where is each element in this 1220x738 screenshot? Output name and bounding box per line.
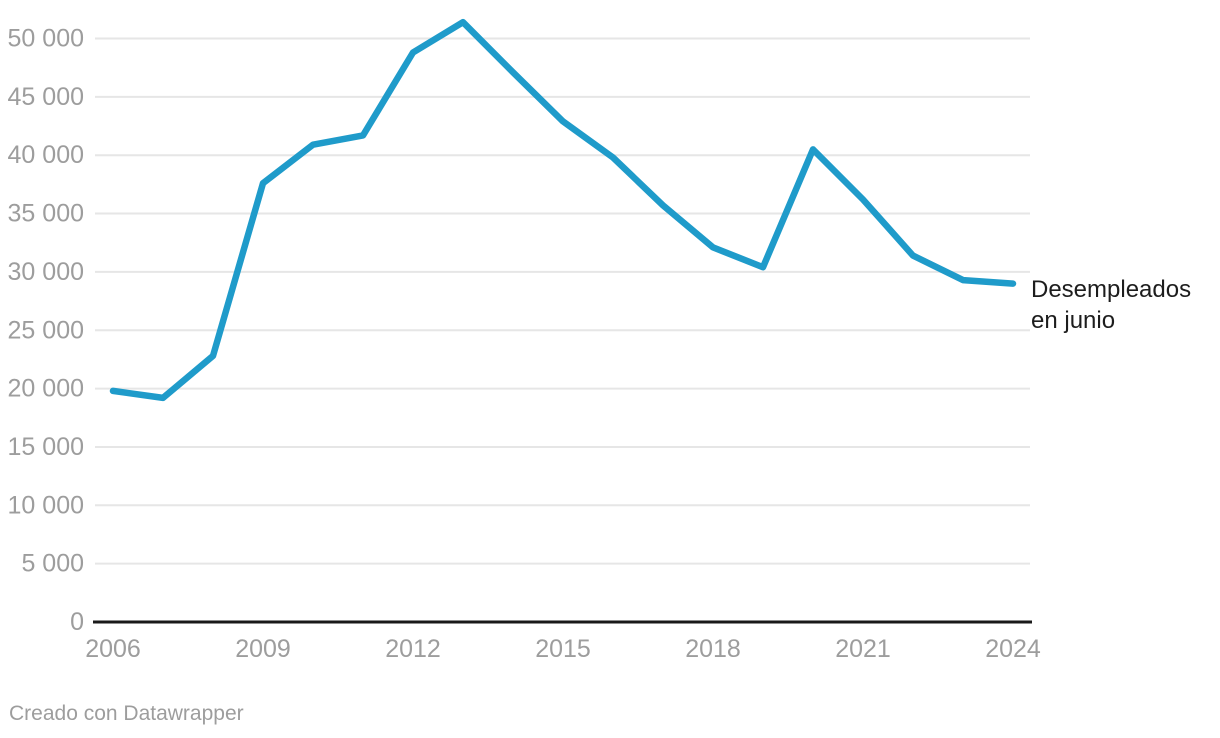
x-tick-label: 2012 [385,635,441,663]
y-tick-label: 15 000 [8,433,84,461]
y-tick-label: 40 000 [8,141,84,169]
x-tick-label: 2006 [85,635,141,663]
x-tick-label: 2018 [685,635,741,663]
y-tick-label: 35 000 [8,200,84,228]
y-tick-label: 45 000 [8,83,84,111]
y-tick-label: 0 [70,608,84,636]
y-tick-label: 30 000 [8,258,84,286]
x-tick-label: 2021 [835,635,891,663]
y-tick-label: 25 000 [8,316,84,344]
x-tick-label: 2024 [985,635,1041,663]
series-label-line2: en junio [1031,307,1116,334]
x-tick-label: 2009 [235,635,291,663]
series-label: Desempleados en junio [1031,274,1191,336]
series-label-line1: Desempleados [1031,276,1192,303]
y-tick-label: 10 000 [8,491,84,519]
y-tick-label: 50 000 [8,25,84,53]
y-tick-label: 5 000 [21,550,84,578]
data-line-desempleados [109,18,1017,402]
x-tick-label: 2015 [535,635,591,663]
y-tick-label: 20 000 [8,375,84,403]
datawrapper-credit: Creado con Datawrapper [9,702,244,725]
